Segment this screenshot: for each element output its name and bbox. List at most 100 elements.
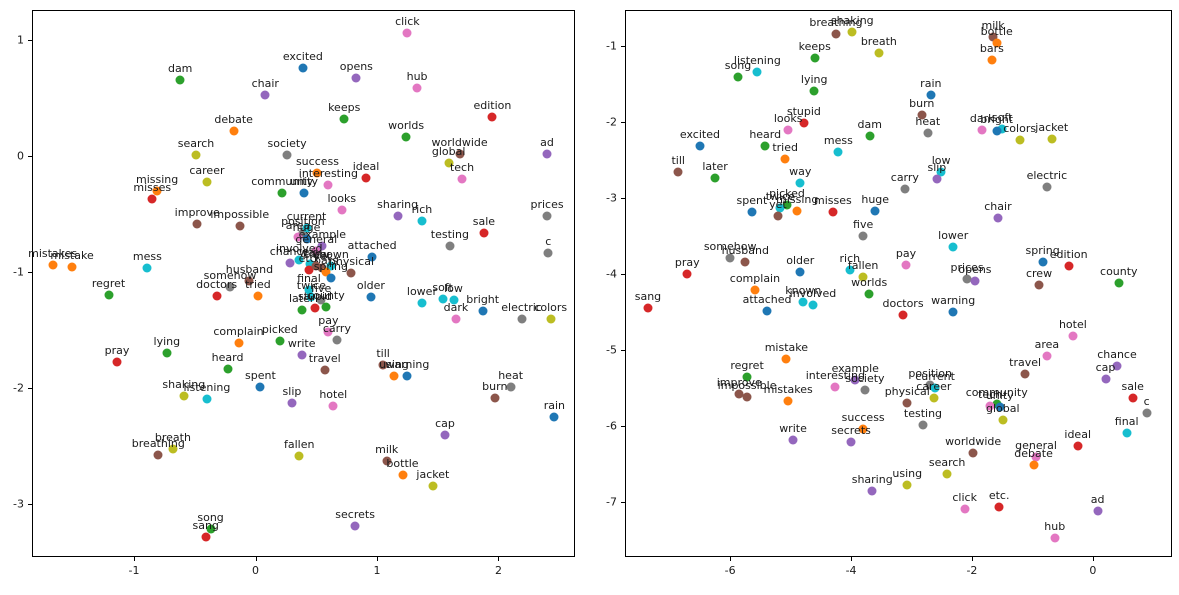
scatter-point bbox=[440, 430, 450, 440]
scatter-point bbox=[275, 336, 285, 346]
point-label: pray bbox=[104, 344, 130, 358]
scatter-point bbox=[948, 242, 958, 252]
point-label: physical bbox=[328, 255, 375, 269]
scatter-point bbox=[845, 265, 855, 275]
point-label: huge bbox=[861, 193, 890, 207]
x-tick-label: -6 bbox=[724, 564, 736, 577]
scatter-point bbox=[985, 401, 995, 411]
scatter-point bbox=[846, 437, 856, 447]
scatter-point bbox=[1128, 393, 1138, 403]
scatter-point bbox=[328, 401, 338, 411]
point-label: c bbox=[1143, 394, 1150, 408]
scatter-point bbox=[332, 335, 342, 345]
scatter-point bbox=[850, 375, 860, 385]
point-label: lying bbox=[800, 72, 828, 86]
scatter-point bbox=[306, 292, 316, 302]
point-label: slip bbox=[282, 384, 302, 398]
point-label: rich bbox=[839, 251, 861, 265]
scatter-point bbox=[762, 306, 772, 316]
point-label: bright bbox=[466, 293, 500, 307]
point-label: breath bbox=[154, 431, 191, 445]
x-tick-mark bbox=[255, 557, 257, 561]
scatter-point bbox=[864, 289, 874, 299]
y-tick-label: -7 bbox=[606, 495, 617, 509]
scatter-point bbox=[725, 253, 735, 263]
scatter-point bbox=[444, 158, 454, 168]
point-label: jacket bbox=[416, 468, 450, 482]
x-tick-mark bbox=[1092, 557, 1094, 561]
point-label: c bbox=[545, 235, 552, 249]
scatter-point bbox=[192, 219, 202, 229]
point-label: regret bbox=[730, 358, 764, 372]
point-label: bars bbox=[979, 42, 1004, 56]
scatter-point bbox=[734, 389, 744, 399]
scatter-point bbox=[1093, 506, 1103, 516]
scatter-point bbox=[299, 188, 309, 198]
scatter-point bbox=[682, 269, 692, 279]
scatter-point bbox=[747, 207, 757, 217]
point-label: listening bbox=[733, 54, 781, 68]
scatter-point bbox=[1073, 441, 1083, 451]
scatter-point bbox=[323, 327, 333, 337]
x-tick-label: -2 bbox=[966, 564, 978, 577]
point-label: way bbox=[299, 245, 322, 259]
point-label: electric bbox=[501, 301, 542, 315]
scatter-point bbox=[428, 481, 438, 491]
scatter-point bbox=[1114, 278, 1124, 288]
point-label: impossible bbox=[717, 379, 777, 393]
scatter-point bbox=[998, 415, 1008, 425]
scatter-point bbox=[760, 141, 770, 151]
point-label: till bbox=[376, 346, 390, 360]
point-label: general bbox=[295, 233, 338, 247]
point-label: hotel bbox=[1058, 317, 1087, 331]
scatter-point bbox=[992, 126, 1002, 136]
point-label: society bbox=[845, 371, 885, 385]
point-label: heat bbox=[915, 115, 941, 129]
point-label: final bbox=[297, 272, 321, 286]
scatter-point bbox=[867, 486, 877, 496]
scatter-point bbox=[401, 132, 411, 142]
point-label: mistakes bbox=[28, 246, 78, 260]
scatter-point bbox=[285, 258, 295, 268]
scatter-point bbox=[191, 150, 201, 160]
y-tick-label: -4 bbox=[606, 267, 617, 281]
scatter-point bbox=[479, 228, 489, 237]
scatter-point bbox=[398, 470, 407, 480]
point-label: ad bbox=[540, 135, 554, 149]
point-label: known bbox=[312, 248, 349, 262]
point-label: unity bbox=[985, 388, 1014, 402]
scatter-point bbox=[1064, 261, 1074, 271]
scatter-point bbox=[773, 211, 783, 221]
point-label: later bbox=[702, 159, 728, 173]
scatter-point bbox=[870, 206, 880, 216]
scatter-point bbox=[1015, 135, 1025, 145]
scatter-point bbox=[294, 255, 304, 265]
point-label: dark bbox=[969, 112, 995, 126]
scatter-point bbox=[775, 203, 785, 213]
point-label: example bbox=[831, 361, 879, 375]
point-label: global bbox=[985, 402, 1020, 416]
point-label: soft bbox=[432, 280, 453, 294]
left-scatter-axes bbox=[32, 10, 575, 557]
scatter-point bbox=[828, 207, 838, 217]
scatter-point bbox=[992, 38, 1002, 48]
scatter-point bbox=[902, 398, 912, 408]
point-label: yet bbox=[769, 197, 787, 211]
scatter-point bbox=[147, 194, 157, 204]
point-label: missing bbox=[776, 193, 819, 207]
point-label: click bbox=[395, 15, 420, 29]
point-label: electric bbox=[1026, 169, 1068, 182]
point-label: jacket bbox=[1035, 121, 1069, 135]
scatter-point bbox=[212, 291, 222, 301]
point-label: doctors bbox=[882, 297, 924, 311]
point-label: colors bbox=[534, 301, 568, 315]
scatter-point bbox=[925, 380, 935, 390]
point-label: success bbox=[295, 155, 339, 169]
y-tick-label: -3 bbox=[13, 497, 24, 511]
scatter-point bbox=[936, 167, 946, 177]
point-label: chance bbox=[1097, 348, 1137, 362]
scatter-point bbox=[809, 86, 819, 96]
scatter-point bbox=[311, 246, 321, 256]
point-label: rain bbox=[543, 398, 565, 412]
scatter-point bbox=[417, 298, 427, 308]
